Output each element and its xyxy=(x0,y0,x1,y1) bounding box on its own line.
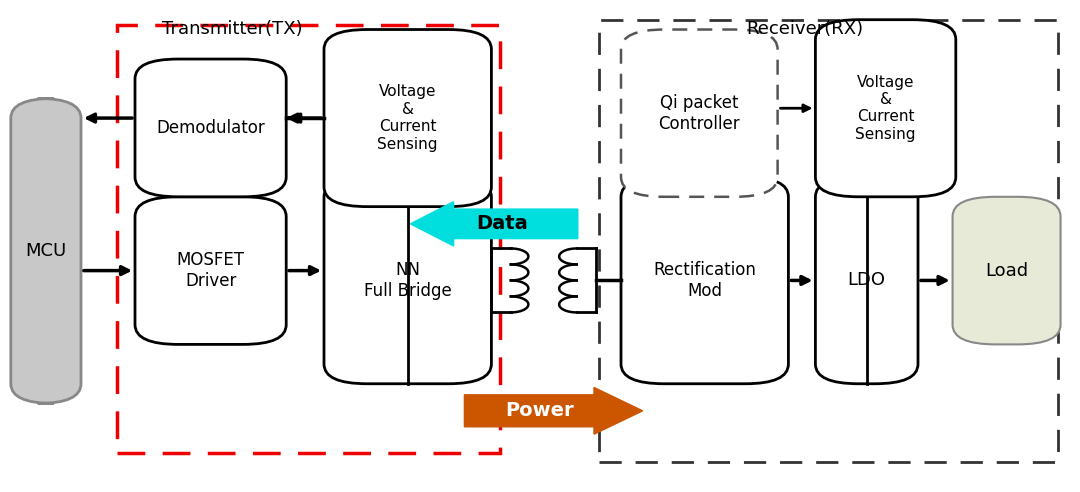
FancyBboxPatch shape xyxy=(324,177,491,384)
FancyBboxPatch shape xyxy=(11,98,81,403)
FancyBboxPatch shape xyxy=(324,30,491,207)
Text: Receiver(RX): Receiver(RX) xyxy=(746,20,863,38)
FancyBboxPatch shape xyxy=(815,20,956,197)
FancyArrow shape xyxy=(464,388,643,434)
Text: Demodulator: Demodulator xyxy=(157,119,265,137)
Text: NN
Full Bridge: NN Full Bridge xyxy=(364,261,451,300)
FancyArrow shape xyxy=(410,202,578,246)
FancyBboxPatch shape xyxy=(135,59,286,197)
Text: Data: Data xyxy=(476,215,528,233)
Text: Voltage
&
Current
Sensing: Voltage & Current Sensing xyxy=(855,75,916,142)
Text: LDO: LDO xyxy=(848,272,886,289)
Text: Rectification
Mod: Rectification Mod xyxy=(653,261,756,300)
Text: Voltage
&
Current
Sensing: Voltage & Current Sensing xyxy=(377,85,438,152)
FancyBboxPatch shape xyxy=(815,177,918,384)
FancyBboxPatch shape xyxy=(621,30,778,197)
FancyBboxPatch shape xyxy=(953,197,1061,344)
Text: Load: Load xyxy=(985,262,1028,279)
Text: Qi packet
Controller: Qi packet Controller xyxy=(659,94,740,132)
Text: Power: Power xyxy=(505,401,573,420)
Text: Transmitter(TX): Transmitter(TX) xyxy=(162,20,302,38)
Text: MOSFET
Driver: MOSFET Driver xyxy=(177,251,244,290)
FancyBboxPatch shape xyxy=(135,197,286,344)
Text: MCU: MCU xyxy=(25,242,67,260)
FancyBboxPatch shape xyxy=(621,177,788,384)
